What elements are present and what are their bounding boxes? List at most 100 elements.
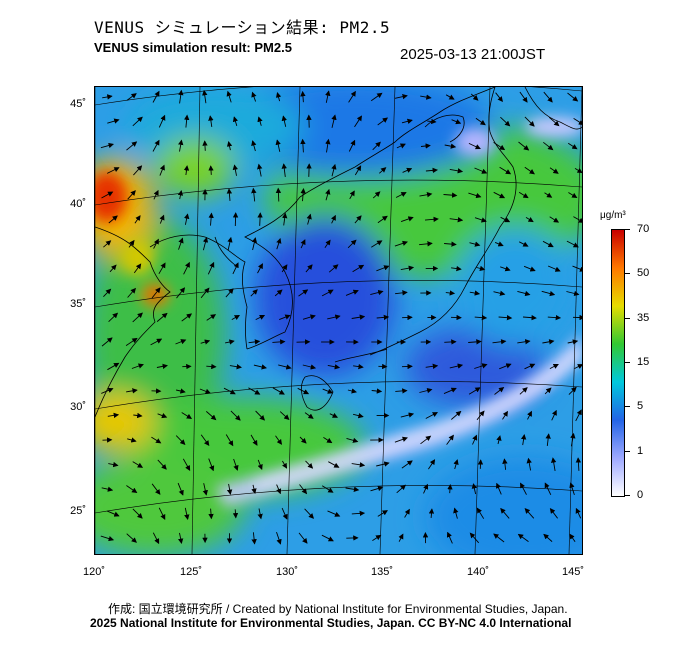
wind-arrow (551, 409, 557, 421)
wind-arrow (394, 436, 408, 443)
wind-arrow (567, 339, 579, 345)
wind-arrow (395, 290, 408, 296)
colorbar-tick (624, 495, 630, 496)
wind-arrow (321, 485, 334, 493)
wind-arrow (153, 238, 159, 249)
wind-arrow (345, 486, 360, 492)
title-japanese: VENUS シミュレーション結果: PM2.5 (94, 18, 391, 37)
wind-arrow (127, 190, 136, 200)
wind-arrow (200, 434, 210, 447)
wind-arrow (107, 510, 120, 517)
wind-arrow (451, 265, 462, 272)
wind-arrow (131, 363, 144, 369)
wind-arrow (329, 412, 339, 418)
wind-arrow (543, 533, 553, 542)
license-line: 2025 National Institute for Environmenta… (90, 616, 572, 630)
wind-arrow (274, 289, 283, 297)
wind-arrow (281, 115, 287, 127)
wind-arrow (500, 266, 511, 272)
wind-arrow (126, 141, 138, 151)
wind-arrow (232, 164, 238, 176)
wind-arrow (251, 187, 257, 202)
wind-arrow (101, 387, 114, 394)
wind-arrow (181, 412, 193, 419)
wind-arrow (517, 290, 531, 297)
wind-arrow (351, 314, 366, 320)
wind-arrow (474, 363, 488, 369)
wind-arrow (257, 116, 263, 126)
wind-arrow (176, 287, 186, 299)
wind-arrow (299, 484, 308, 495)
wind-arrow (541, 290, 556, 297)
wind-arrow (255, 410, 266, 421)
wind-arrow (543, 141, 554, 151)
wind-arrow (370, 289, 384, 296)
wind-arrow (233, 458, 239, 471)
wind-arrow (305, 264, 313, 273)
colorbar-label-5: 5 (637, 400, 644, 412)
wind-arrow (372, 191, 381, 199)
lon-label-130: 130˚ (275, 566, 299, 578)
wind-arrow (153, 189, 159, 200)
wind-arrow (272, 387, 285, 395)
wind-arrow (226, 483, 233, 495)
wind-arrow (544, 387, 552, 395)
lat-label-35: 35˚ (70, 298, 86, 310)
wind-arrow (549, 167, 559, 174)
colorbar-label-15: 15 (637, 356, 650, 368)
wind-arrow (248, 387, 261, 395)
wind-arrow (225, 288, 234, 298)
wind-arrow (327, 314, 341, 320)
wind-arrow (156, 312, 168, 322)
wind-arrow (108, 312, 119, 323)
wind-arrow (101, 486, 114, 492)
wind-arrow (542, 240, 554, 248)
wind-arrow (176, 388, 186, 394)
colorbar-label-35: 35 (637, 312, 650, 324)
wind-arrow (275, 187, 282, 202)
wind-arrow (150, 338, 163, 346)
wind-arrow (394, 94, 408, 100)
wind-arrow (251, 532, 257, 545)
wind-arrow (157, 413, 168, 419)
wind-arrow (206, 314, 217, 321)
wind-arrow (425, 412, 438, 419)
wind-arrow (371, 240, 383, 248)
credit-line: 作成: 国立環境研究所 / Created by National Instit… (108, 602, 568, 616)
wind-arrow (400, 265, 415, 271)
wind-arrow (158, 114, 166, 128)
wind-arrow (281, 264, 288, 273)
wind-arrow (400, 216, 414, 223)
wind-arrow (200, 287, 210, 299)
wind-arrow (100, 535, 115, 542)
wind-arrow (281, 460, 288, 469)
wind-arrow (253, 364, 267, 370)
wind-arrow (549, 216, 560, 223)
wind-arrow (428, 459, 436, 470)
wind-arrow (158, 262, 166, 275)
wind-arrow (428, 508, 435, 518)
wind-arrow (453, 459, 459, 470)
wind-arrow (472, 434, 478, 445)
wind-arrow (446, 434, 454, 445)
wind-arrow (297, 387, 310, 395)
wind-arrow (177, 532, 184, 544)
wind-arrow (208, 458, 215, 472)
wind-arrow (250, 434, 258, 446)
timestamp: 2025-03-13 21:00JST (400, 46, 546, 63)
wind-arrow (469, 290, 481, 296)
wind-arrow (226, 141, 233, 151)
graticule (95, 87, 582, 554)
wind-arrow (425, 363, 439, 369)
wind-arrow (370, 485, 384, 492)
title-english: VENUS simulation result: PM2.5 (94, 40, 292, 55)
wind-arrow (152, 532, 160, 545)
wind-arrow (177, 482, 184, 496)
wind-arrow (566, 240, 579, 248)
wind-arrow (251, 91, 257, 102)
wind-arrow (427, 118, 437, 125)
wind-arrow (518, 191, 529, 199)
wind-arrow (347, 388, 357, 394)
wind-arrow (108, 461, 119, 468)
wind-arrow (183, 165, 190, 176)
